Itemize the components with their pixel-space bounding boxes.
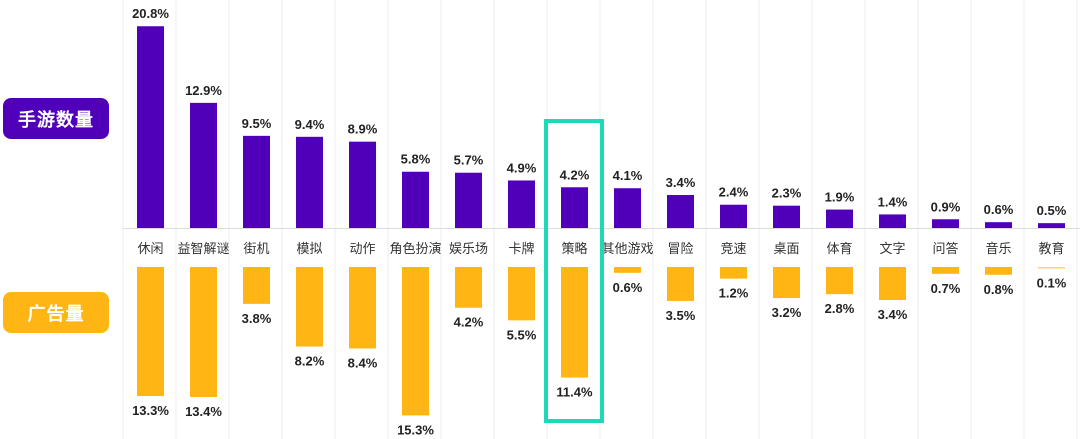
bar-ad-volume [190, 267, 217, 397]
bar-ad-volume [667, 267, 694, 301]
data-label-mobile-games: 5.7% [454, 153, 484, 168]
data-label-ad-volume: 13.4% [185, 404, 222, 419]
data-label-mobile-games: 1.9% [825, 190, 855, 205]
category-label: 角色扮演 [389, 241, 441, 257]
bar-ad-volume [296, 267, 323, 347]
data-label-ad-volume: 0.8% [984, 282, 1014, 297]
bar-ad-volume [773, 267, 800, 299]
data-label-mobile-games: 4.9% [507, 160, 537, 175]
legend-mobile-games-count: 手游数量 [3, 98, 109, 139]
bar-mobile-games [826, 209, 853, 228]
bar-mobile-games [243, 135, 270, 228]
bar-mobile-games [190, 102, 217, 228]
category-label: 动作 [349, 242, 375, 257]
category-label: 桌面 [773, 242, 799, 257]
data-label-ad-volume: 8.2% [295, 354, 325, 369]
data-label-ad-volume: 2.8% [825, 301, 855, 316]
category-label: 策略 [561, 241, 587, 257]
bar-ad-volume [720, 267, 747, 279]
data-label-mobile-games: 9.5% [242, 116, 272, 131]
bar-mobile-games [773, 205, 800, 228]
category-label: 文字 [879, 242, 905, 257]
bar-ad-volume [455, 267, 482, 308]
bar-mobile-games [349, 141, 376, 228]
bar-ad-volume [243, 267, 270, 304]
data-label-mobile-games: 0.9% [931, 199, 961, 214]
data-label-ad-volume: 1.2% [719, 286, 749, 301]
data-label-mobile-games: 9.4% [295, 117, 325, 132]
data-label-mobile-games: 12.9% [185, 83, 222, 98]
data-label-ad-volume: 3.2% [772, 305, 802, 320]
bar-mobile-games [296, 136, 323, 228]
bar-ad-volume [614, 267, 641, 273]
data-label-mobile-games: 5.8% [401, 152, 431, 167]
bar-mobile-games [402, 171, 429, 228]
bar-ad-volume [879, 267, 906, 300]
bar-mobile-games [667, 195, 694, 228]
highlight-box [544, 119, 604, 423]
data-label-ad-volume: 13.3% [132, 403, 169, 418]
category-label: 教育 [1038, 241, 1064, 257]
bar-ad-volume [985, 267, 1012, 275]
data-label-ad-volume: 0.1% [1037, 276, 1067, 291]
bar-ad-volume [137, 267, 164, 397]
data-label-ad-volume: 3.4% [878, 307, 908, 322]
category-label: 其他游戏 [601, 242, 653, 257]
bar-ad-volume [932, 267, 959, 274]
data-label-ad-volume: 3.5% [666, 308, 696, 323]
bar-mobile-games [137, 26, 164, 228]
bar-mobile-games [985, 222, 1012, 228]
bar-ad-volume [349, 267, 376, 349]
category-label: 卡牌 [508, 241, 534, 257]
category-label: 音乐 [985, 241, 1011, 257]
category-label: 体育 [826, 241, 852, 257]
data-label-ad-volume: 8.4% [348, 355, 378, 370]
category-label: 街机 [243, 242, 269, 257]
bar-ad-volume [826, 267, 853, 295]
bar-mobile-games [561, 187, 588, 228]
bar-ad-volume [561, 267, 588, 378]
data-label-mobile-games: 0.5% [1037, 203, 1067, 218]
data-label-ad-volume: 11.4% [556, 385, 593, 400]
category-label: 问答 [932, 241, 958, 257]
data-label-mobile-games: 4.2% [560, 167, 590, 182]
data-label-mobile-games: 2.4% [719, 185, 749, 200]
bar-mobile-games [508, 180, 535, 228]
bar-mobile-games [1038, 223, 1065, 228]
bar-ad-volume [402, 267, 429, 416]
category-label: 娱乐场 [449, 242, 488, 257]
data-label-mobile-games: 8.9% [348, 122, 378, 137]
bar-mobile-games [879, 214, 906, 228]
data-label-ad-volume: 0.6% [613, 280, 643, 295]
bar-ad-volume [1038, 267, 1065, 269]
data-label-mobile-games: 2.3% [772, 186, 802, 201]
data-label-mobile-games: 0.6% [984, 202, 1014, 217]
bar-mobile-games [720, 204, 747, 228]
data-label-mobile-games: 1.4% [878, 194, 908, 209]
bar-mobile-games [455, 172, 482, 228]
category-label: 冒险 [667, 242, 693, 257]
data-label-ad-volume: 4.2% [454, 315, 484, 330]
data-label-ad-volume: 15.3% [397, 422, 434, 437]
category-label: 模拟 [296, 242, 322, 257]
category-label: 益智解谜 [177, 242, 229, 257]
data-label-ad-volume: 0.7% [931, 281, 961, 296]
legend-ad-volume: 广告量 [3, 292, 109, 333]
category-label: 竞速 [720, 241, 746, 257]
bar-ad-volume [508, 267, 535, 321]
data-label-ad-volume: 3.8% [242, 311, 272, 326]
data-label-mobile-games: 20.8% [132, 6, 169, 21]
data-label-ad-volume: 5.5% [507, 327, 537, 342]
data-label-mobile-games: 4.1% [613, 168, 643, 183]
category-label: 休闲 [137, 242, 163, 257]
data-label-mobile-games: 3.4% [666, 175, 696, 190]
bar-mobile-games [614, 188, 641, 228]
bar-mobile-games [932, 219, 959, 228]
